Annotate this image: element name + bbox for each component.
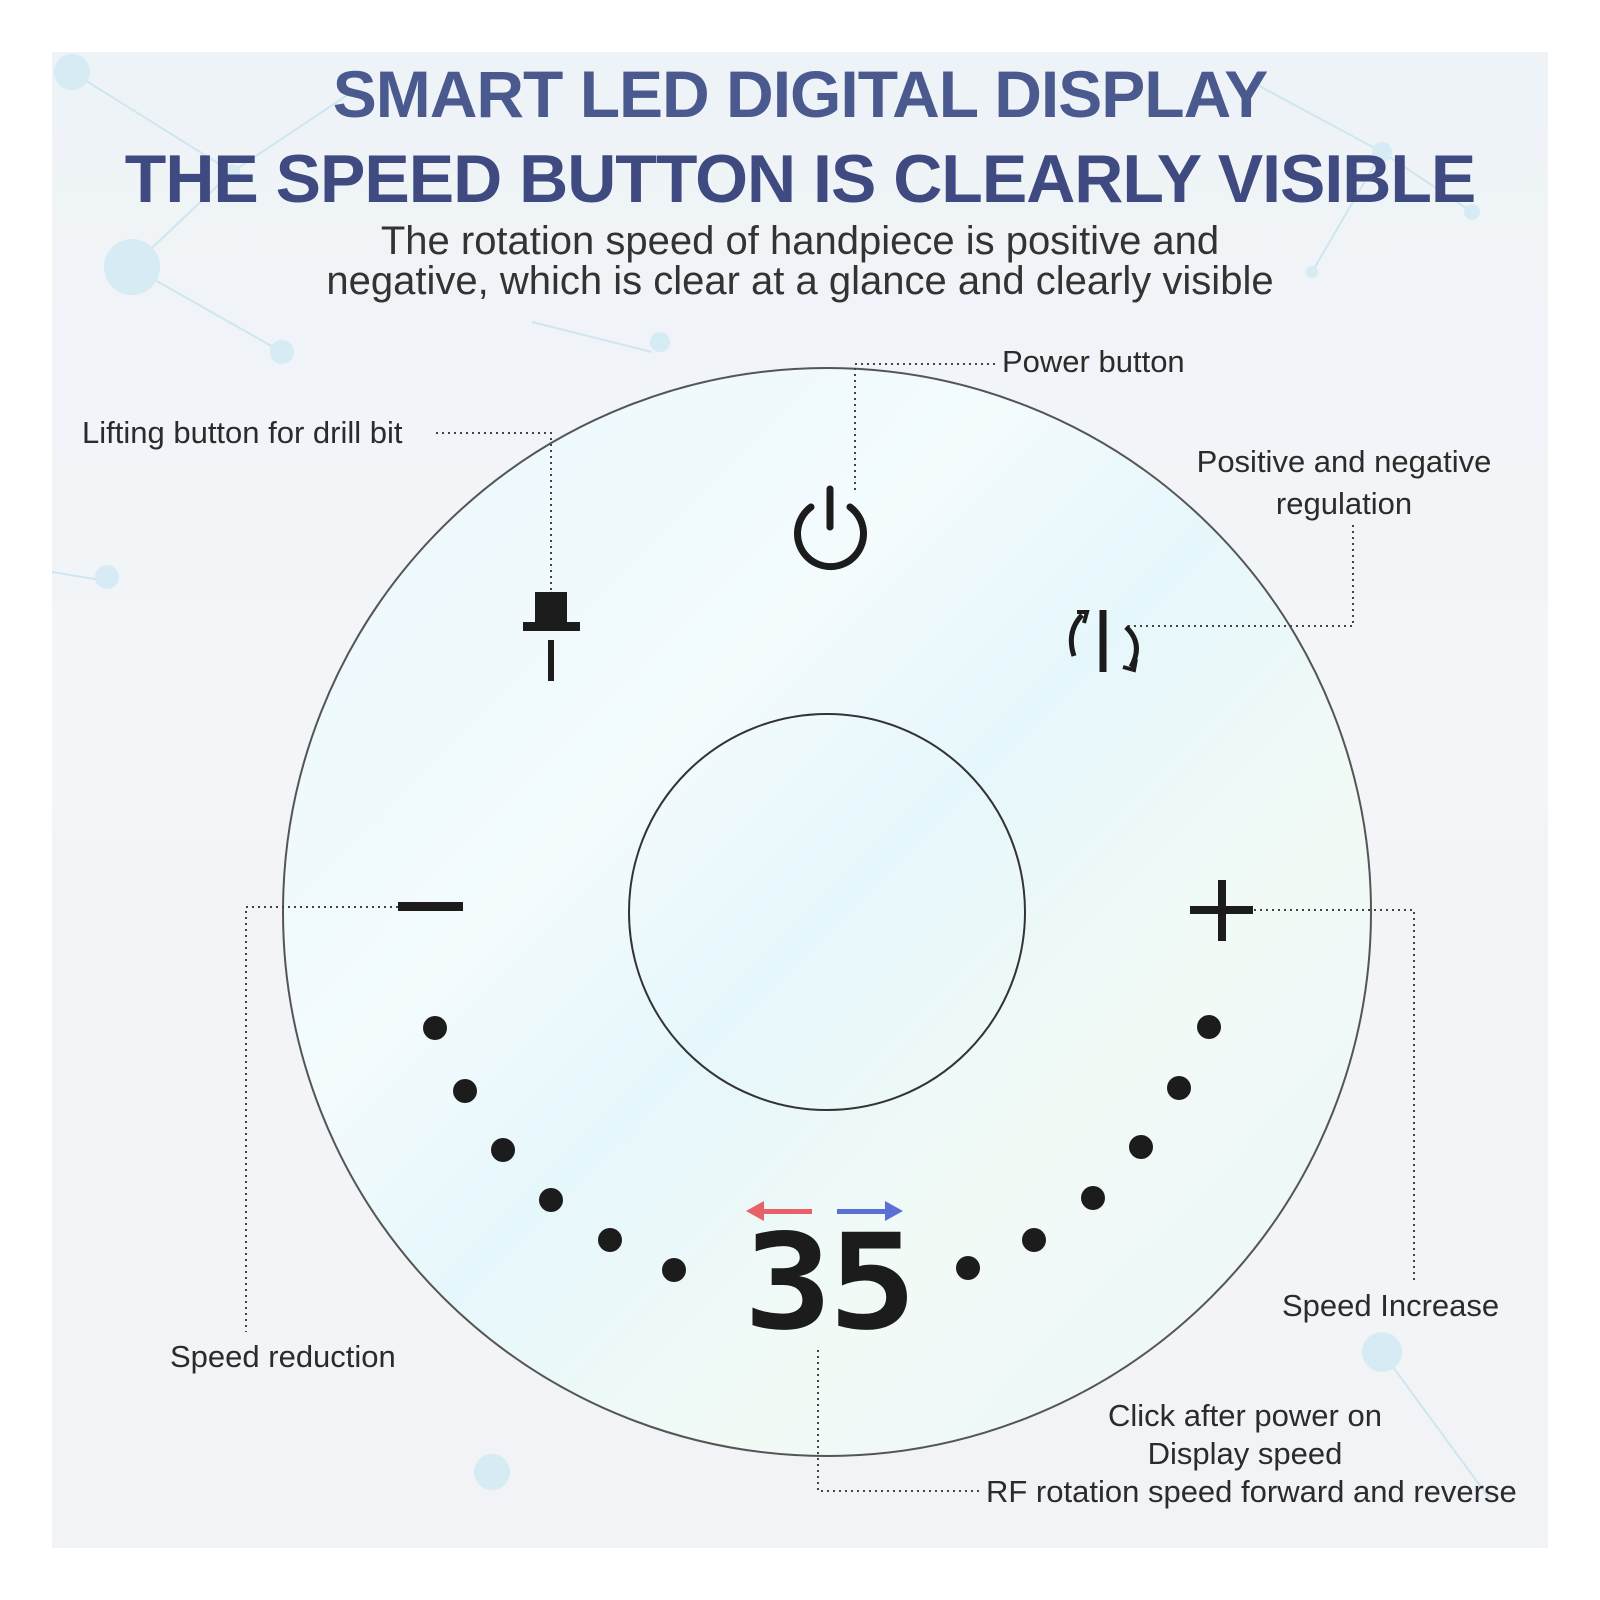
speed-reduction-label: Speed reduction [170,1339,396,1374]
speed-increase-label: Speed Increase [1282,1288,1500,1323]
plus-icon[interactable] [1190,880,1253,941]
regulation-label-line-2: regulation [1275,486,1413,521]
speed-display: 35 [743,1206,917,1360]
display-label-line-1: Click after power on [1108,1398,1382,1433]
network-pattern [52,54,1493,1503]
minus-icon[interactable] [398,902,463,911]
speed-level-dots [423,1015,1221,1282]
display-label-line-3: RF rotation speed forward and reverse [986,1474,1517,1509]
headline-line-2: THE SPEED BUTTON IS CLEARLY VISIBLE [124,141,1476,217]
reverse-arrow-indicator [746,1201,812,1221]
center-ring [628,713,1026,1111]
regulation-label-line-1: Positive and negative [1196,444,1492,479]
drill-bit-lift-icon[interactable] [523,592,580,681]
direction-toggle-icon[interactable] [1068,610,1139,673]
subtitle-line-2: negative, which is clear at a glance and… [326,259,1274,303]
power-icon[interactable] [794,485,867,571]
lifting-button-label: Lifting button for drill bit [82,415,403,450]
forward-arrow-indicator [837,1201,903,1221]
display-label-line-2: Display speed [1147,1436,1343,1471]
control-disc [282,367,1372,1457]
subtitle-line-1: The rotation speed of handpiece is posit… [380,219,1220,263]
headline-line-1: SMART LED DIGITAL DISPLAY [332,57,1269,131]
callout-leaders [245,363,1415,1492]
power-button-label: Power button [1002,344,1185,379]
